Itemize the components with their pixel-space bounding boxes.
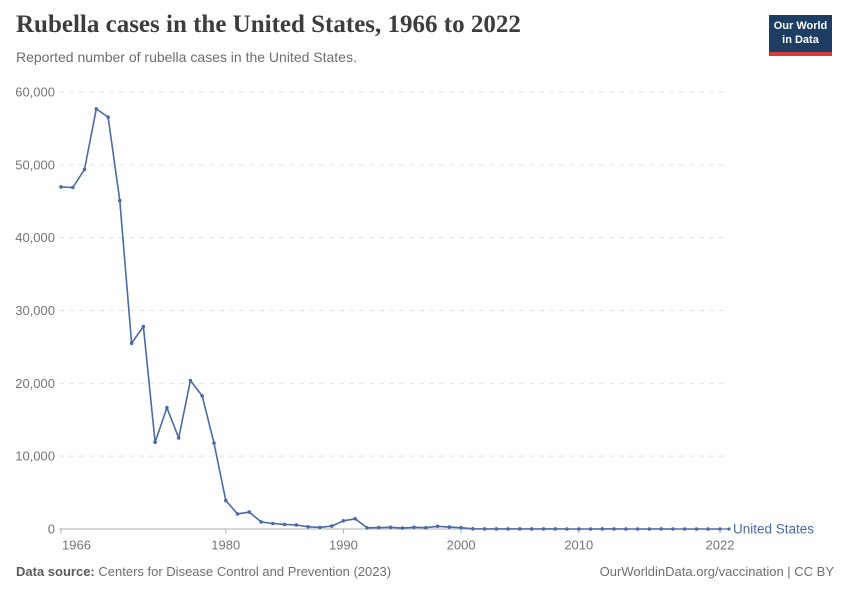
- data-point: [341, 519, 346, 523]
- x-axis-label-1980: 1980: [211, 538, 240, 553]
- data-point: [353, 517, 358, 521]
- y-axis-label-60000: 60,000: [15, 85, 55, 100]
- data-point: [471, 527, 475, 531]
- data-point: [694, 527, 699, 531]
- owid-logo-line1: Our World: [773, 20, 828, 32]
- data-point: [71, 185, 75, 190]
- data-point: [106, 115, 110, 119]
- data-point: [247, 510, 252, 514]
- data-point: [329, 524, 334, 528]
- owid-logo[interactable]: Our World in Data: [769, 15, 832, 56]
- data-point: [541, 527, 546, 531]
- data-point: [659, 527, 663, 531]
- y-axis-label-50000: 50,000: [15, 157, 55, 172]
- data-point: [82, 167, 87, 172]
- data-point: [682, 527, 687, 531]
- data-point: [282, 522, 287, 527]
- data-point: [553, 527, 558, 531]
- data-point: [671, 527, 675, 531]
- data-point: [565, 527, 569, 531]
- series-label-connector-dot: [727, 527, 731, 531]
- y-axis-label-40000: 40,000: [15, 230, 55, 245]
- data-point: [494, 527, 499, 531]
- x-axis-label-2022: 2022: [706, 538, 735, 553]
- data-point: [624, 527, 628, 531]
- data-point: [224, 498, 228, 503]
- data-point: [635, 527, 640, 531]
- data-point: [388, 525, 393, 530]
- data-line-united-states: [60, 108, 721, 530]
- data-point: [706, 527, 710, 531]
- chart-footer: Data source: Centers for Disease Control…: [16, 564, 834, 579]
- data-point: [94, 107, 99, 111]
- data-point: [271, 521, 275, 526]
- data-point: [647, 527, 652, 531]
- data-point: [306, 525, 310, 529]
- data-point: [412, 525, 416, 530]
- data-point: [200, 394, 204, 398]
- data-point: [482, 527, 487, 531]
- data-point: [318, 525, 322, 530]
- data-point: [259, 520, 263, 524]
- data-point: [588, 527, 593, 531]
- credit-link[interactable]: OurWorldinData.org/vaccination | CC BY: [599, 564, 834, 579]
- data-source-text: Centers for Disease Control and Preventi…: [98, 564, 392, 579]
- data-source-label: Data source:: [16, 564, 95, 579]
- owid-logo-line2: in Data: [782, 34, 819, 47]
- data-point: [376, 525, 381, 530]
- data-point: [612, 527, 616, 531]
- data-point: [188, 378, 193, 383]
- x-axis-label-2000: 2000: [447, 538, 476, 553]
- data-point: [235, 512, 240, 516]
- data-point: [577, 527, 581, 531]
- data-point: [59, 185, 63, 189]
- x-axis-label-1966: 1966: [62, 538, 91, 553]
- data-point: [518, 527, 522, 531]
- data-point: [165, 405, 169, 410]
- data-point: [424, 525, 428, 530]
- data-point: [529, 527, 534, 531]
- data-point: [447, 525, 452, 529]
- data-point: [212, 441, 216, 445]
- data-point: [129, 341, 134, 346]
- data-point: [176, 436, 181, 440]
- data-point: [435, 524, 440, 529]
- page-subtitle: Reported number of rubella cases in the …: [16, 49, 357, 65]
- data-point: [506, 527, 511, 531]
- y-axis-label-30000: 30,000: [15, 303, 55, 318]
- data-point: [118, 198, 122, 203]
- data-point: [153, 440, 157, 445]
- y-axis-label-20000: 20,000: [15, 376, 55, 391]
- y-axis-label-0: 0: [48, 522, 55, 537]
- data-source-line: Data source: Centers for Disease Control…: [16, 564, 391, 579]
- data-point: [365, 526, 369, 530]
- data-point: [600, 527, 605, 531]
- data-point: [141, 324, 146, 329]
- x-axis-label-2010: 2010: [564, 538, 593, 553]
- y-axis-label-10000: 10,000: [15, 449, 55, 464]
- page-title: Rubella cases in the United States, 1966…: [16, 11, 521, 38]
- data-point: [294, 523, 299, 527]
- data-point: [400, 526, 405, 530]
- data-point: [459, 525, 463, 530]
- x-axis-label-1990: 1990: [329, 538, 358, 553]
- series-label-united-states[interactable]: United States: [733, 521, 814, 536]
